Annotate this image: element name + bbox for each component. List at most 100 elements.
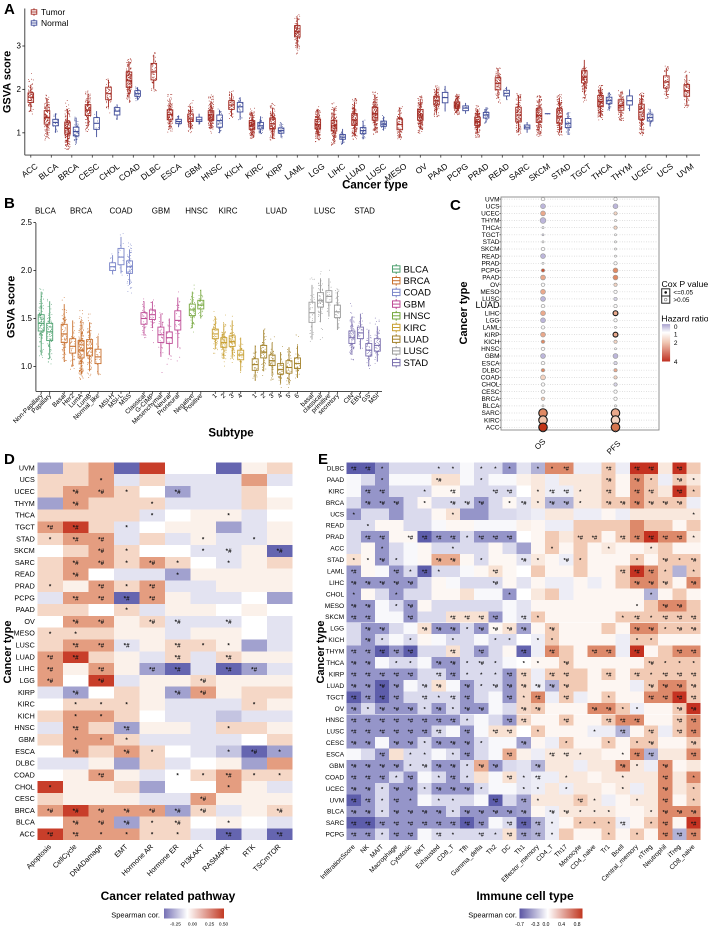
svg-text:*#: *# (478, 833, 484, 839)
svg-text:*#: *# (478, 821, 484, 827)
svg-text:*#: *# (351, 821, 357, 827)
svg-text:*#: *# (394, 833, 400, 839)
svg-text:*#: *# (365, 581, 371, 587)
svg-text:*#: *# (436, 684, 442, 690)
svg-text:*#: *# (592, 535, 598, 541)
svg-text:*#: *# (691, 558, 697, 564)
svg-text:*#: *# (379, 535, 385, 541)
svg-text:*#: *# (149, 808, 155, 815)
svg-text:*#: *# (549, 650, 555, 656)
svg-text:*#: *# (379, 753, 385, 759)
svg-text:0.50: 0.50 (219, 922, 229, 928)
svg-text:*#: *# (507, 810, 513, 816)
svg-text:*#: *# (493, 730, 499, 736)
svg-text:*#: *# (663, 673, 669, 679)
svg-text:*#: *# (98, 548, 104, 555)
svg-text:*#: *# (648, 730, 654, 736)
svg-text:*#: *# (493, 490, 499, 496)
svg-text:*#: *# (450, 695, 456, 701)
svg-text:*#: *# (47, 666, 53, 673)
svg-text:*#: *# (521, 673, 527, 679)
svg-text:GBM: GBM (485, 353, 500, 360)
svg-text:*#: *# (351, 776, 357, 782)
svg-text:*#: *# (521, 707, 527, 713)
svg-text:*#: *# (149, 560, 155, 567)
svg-text:*#: *# (175, 619, 181, 626)
svg-text:*#: *# (98, 619, 104, 626)
svg-text:*#: *# (493, 684, 499, 690)
svg-text:1.0: 1.0 (21, 362, 33, 371)
svg-text:*#: *# (365, 741, 371, 747)
svg-text:*#: *# (422, 764, 428, 770)
svg-text:*#: *# (563, 684, 569, 690)
svg-text:*#: *# (663, 501, 669, 507)
svg-text:GSVA score: GSVA score (2, 51, 14, 113)
svg-text:*#: *# (351, 467, 357, 473)
svg-text:*#: *# (677, 810, 683, 816)
svg-text:LUAD: LUAD (327, 683, 345, 690)
svg-text:*#: *# (521, 833, 527, 839)
svg-text:*#: *# (691, 718, 697, 724)
svg-text:HNSC: HNSC (481, 346, 500, 353)
svg-text:*#: *# (549, 810, 555, 816)
svg-text:Cancer type: Cancer type (458, 282, 470, 345)
svg-text:*#: *# (648, 570, 654, 576)
svg-text:*#: *# (464, 810, 470, 816)
svg-text:LUSC: LUSC (327, 729, 345, 736)
svg-text:*#: *# (663, 695, 669, 701)
svg-text:*#: *# (73, 643, 79, 650)
svg-text:*#: *# (478, 650, 484, 656)
svg-text:-0.25: -0.25 (170, 922, 181, 928)
svg-text:*#: *# (464, 695, 470, 701)
svg-text:*#: *# (634, 467, 640, 473)
svg-text:*#: *# (436, 673, 442, 679)
svg-text:2: 2 (674, 340, 678, 347)
svg-text:*#: *# (436, 764, 442, 770)
svg-text:HNSC: HNSC (185, 207, 208, 216)
svg-text:*#: *# (691, 707, 697, 713)
svg-text:*#: *# (351, 661, 357, 667)
svg-text:KIRP: KIRP (329, 671, 345, 678)
svg-text:*#: *# (549, 753, 555, 759)
svg-text:*#: *# (379, 776, 385, 782)
svg-text:*#: *# (450, 558, 456, 564)
svg-text:*#: *# (351, 615, 357, 621)
svg-text:*#: *# (394, 581, 400, 587)
svg-text:*#: *# (124, 595, 130, 602)
svg-text:*#: *# (408, 707, 414, 713)
svg-text:*#: *# (535, 695, 541, 701)
svg-text:PRAD: PRAD (326, 534, 345, 541)
svg-text:KIRC: KIRC (404, 323, 427, 334)
svg-text:*#: *# (634, 650, 640, 656)
svg-text:*#: *# (507, 673, 513, 679)
svg-text:*#: *# (73, 525, 79, 532)
svg-text:LIHC: LIHC (485, 310, 500, 317)
svg-text:*#: *# (351, 604, 357, 610)
svg-text:*#: *# (620, 821, 626, 827)
svg-text:0.4: 0.4 (558, 922, 565, 928)
svg-text:HNSC: HNSC (326, 717, 345, 724)
svg-text:*#: *# (351, 684, 357, 690)
svg-text:*#: *# (98, 536, 104, 543)
svg-text:*#: *# (464, 615, 470, 621)
svg-text:C: C (450, 197, 461, 214)
svg-text:UCS: UCS (330, 511, 345, 518)
svg-text:*#: *# (394, 707, 400, 713)
svg-text:*#: *# (149, 666, 155, 673)
svg-text:2: 2 (17, 85, 22, 94)
svg-text:*#: *# (648, 741, 654, 747)
svg-text:0.00: 0.00 (188, 922, 198, 928)
svg-text:*#: *# (351, 730, 357, 736)
svg-text:*#: *# (98, 584, 104, 591)
svg-text:*#: *# (677, 490, 683, 496)
svg-text:*#: *# (478, 627, 484, 633)
svg-text:*#: *# (200, 678, 206, 685)
svg-text:*#: *# (634, 501, 640, 507)
svg-text:*#: *# (606, 718, 612, 724)
svg-text:*#: *# (251, 666, 257, 673)
svg-text:*#: *# (98, 773, 104, 780)
svg-text:*#: *# (175, 666, 181, 673)
svg-text:*#: *# (422, 821, 428, 827)
svg-text:READ: READ (326, 523, 345, 530)
svg-text:*#: *# (98, 595, 104, 602)
